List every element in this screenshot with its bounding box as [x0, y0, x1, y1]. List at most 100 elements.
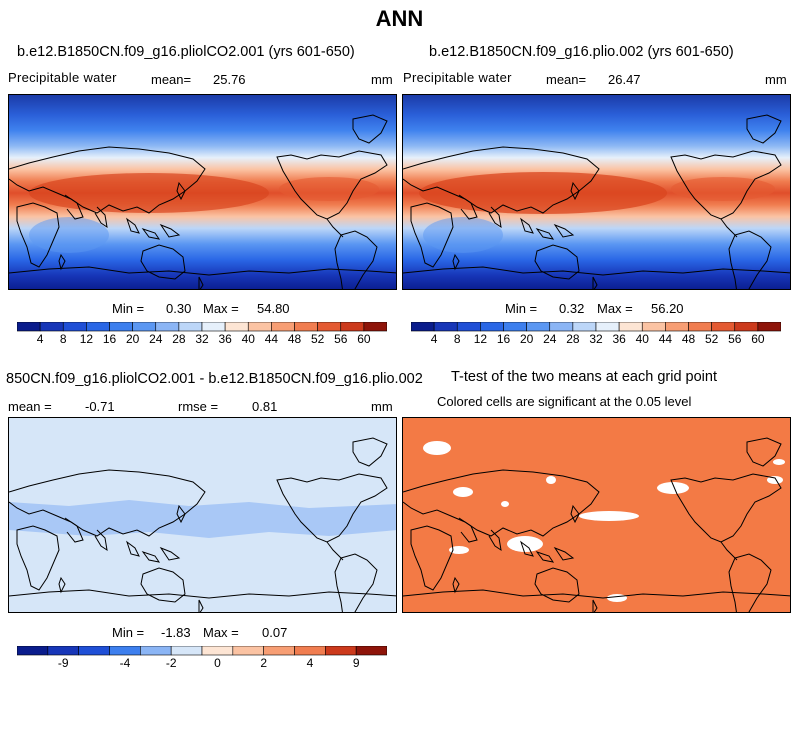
panel1-mean-label: mean= — [151, 72, 192, 87]
colorbar-swatch — [132, 322, 157, 332]
colorbar-swatch — [355, 646, 387, 656]
colorbar-swatch — [618, 322, 643, 332]
colorbar-tick-label: 8 — [60, 332, 67, 344]
colorbar-tick-label: 48 — [288, 332, 302, 344]
colorbar-swatch — [641, 322, 666, 332]
colorbar-tick-label: 28 — [566, 332, 580, 344]
panel2-max-label: Max = — [597, 301, 633, 316]
colorbar-tick-label: 36 — [218, 332, 232, 344]
colorbar-tick-label: -9 — [58, 656, 69, 668]
colorbar-tick-label: 8 — [454, 332, 461, 344]
panel1-variable-label: Precipitable water — [8, 70, 117, 85]
colorbar-tick-label: 48 — [682, 332, 696, 344]
colorbar-swatch — [140, 646, 172, 656]
colorbar-tick-label: 60 — [357, 332, 371, 344]
colorbar-swatch — [155, 322, 180, 332]
panel2-max-value: 56.20 — [651, 301, 684, 316]
colorbar-swatch — [201, 646, 234, 656]
colorbar-tick-label: 28 — [172, 332, 186, 344]
colorbar-tick-label: 4 — [431, 332, 438, 344]
panel1-max-value: 54.80 — [257, 301, 290, 316]
panel2-mean-label: mean= — [546, 72, 587, 87]
colorbar-swatch — [325, 646, 357, 656]
page-title: ANN — [375, 6, 424, 31]
colorbar-swatch — [363, 322, 387, 332]
panel4-field — [403, 418, 790, 612]
panel4-title: T-test of the two means at each grid poi… — [451, 369, 717, 385]
colorbar-swatch — [294, 646, 326, 656]
colorbar-swatch — [294, 322, 318, 332]
colorbar-tick-label: -4 — [120, 656, 131, 668]
colorbar-swatch — [62, 322, 87, 332]
colorbar-tick-label: 20 — [126, 332, 140, 344]
colorbar-tick-label: 44 — [659, 332, 673, 344]
colorbar-swatch — [757, 322, 781, 332]
colorbar-swatch — [340, 322, 365, 332]
colorbar-tick-label: 12 — [474, 332, 488, 344]
colorbar-tick-label: 24 — [149, 332, 163, 344]
colorbar-tick-label: 32 — [589, 332, 603, 344]
colorbar-swatch — [549, 322, 574, 332]
colorbar-tick-label: 44 — [265, 332, 279, 344]
colorbar-swatch — [480, 322, 504, 332]
colorbar-swatch — [665, 322, 689, 332]
colorbar-tick-label: 16 — [497, 332, 511, 344]
panel3-colorbar: -9 -4 -2 0 2 4 9 — [17, 646, 387, 668]
colorbar-tick-label: 4 — [307, 656, 314, 668]
colorbar-swatch — [503, 322, 527, 332]
panel3-min-value: -1.83 — [161, 625, 191, 640]
panel1-max-label: Max = — [203, 301, 239, 316]
colorbar-swatch — [688, 322, 712, 332]
colorbar-swatch — [109, 646, 141, 656]
colorbar-tick-label: 52 — [311, 332, 325, 344]
colorbar-swatch — [170, 646, 203, 656]
panel3-max-value: 0.07 — [262, 625, 288, 640]
panel2-min-label: Min = — [505, 301, 538, 316]
colorbar-tick-label: 36 — [612, 332, 626, 344]
panel2-colorbar: 4 8 12 16 20 24 28 32 36 40 44 48 52 56 60 — [411, 322, 781, 344]
panel1-min-label: Min = — [112, 301, 145, 316]
colorbar-tick-label: 52 — [705, 332, 719, 344]
panel3-rmse-label: rmse = — [178, 399, 219, 414]
colorbar-swatch — [224, 322, 249, 332]
panel1-units: mm — [371, 72, 393, 87]
colorbar-tick-label: 32 — [195, 332, 209, 344]
panel2-min-value: 0.32 — [559, 301, 585, 316]
panel3-units: mm — [371, 399, 393, 414]
panel3-map — [8, 417, 397, 613]
colorbar-swatch — [78, 646, 110, 656]
panel3-mean-value: -0.71 — [85, 399, 115, 414]
panel2-map — [402, 94, 791, 290]
colorbar-swatch — [595, 322, 620, 332]
colorbar-swatch — [201, 322, 226, 332]
panel1-field — [9, 95, 396, 289]
colorbar-swatch — [109, 322, 133, 332]
panel2-units: mm — [765, 72, 787, 87]
colorbar-swatch — [178, 322, 203, 332]
colorbar-tick-label: 56 — [728, 332, 742, 344]
panel2-field — [403, 95, 790, 289]
colorbar-swatch — [411, 322, 435, 332]
panel3-max-label: Max = — [203, 625, 239, 640]
panel1-map — [8, 94, 397, 290]
panel4-map — [402, 417, 791, 613]
colorbar-swatch — [247, 322, 272, 332]
panel2-title: b.e12.B1850CN.f09_g16.plio.002 (yrs 601-… — [429, 44, 734, 60]
colorbar-swatch — [572, 322, 597, 332]
colorbar-swatch — [711, 322, 736, 332]
panel3-min-label: Min = — [112, 625, 145, 640]
panel3-mean-label: mean = — [8, 399, 52, 414]
colorbar-tick-label: 60 — [751, 332, 765, 344]
colorbar-tick-label: 9 — [353, 656, 360, 668]
colorbar-tick-label: 4 — [37, 332, 44, 344]
colorbar-swatch — [17, 322, 41, 332]
colorbar-tick-label: 24 — [543, 332, 557, 344]
panel1-min-value: 0.30 — [166, 301, 192, 316]
colorbar-swatch — [39, 322, 64, 332]
colorbar-tick-label: 16 — [103, 332, 117, 344]
colorbar-swatch — [526, 322, 551, 332]
colorbar-swatch — [317, 322, 342, 332]
colorbar-tick-label: 40 — [636, 332, 650, 344]
panel1-title: b.e12.B1850CN.f09_g16.pliolCO2.001 (yrs … — [17, 44, 355, 60]
colorbar-swatch — [271, 322, 295, 332]
